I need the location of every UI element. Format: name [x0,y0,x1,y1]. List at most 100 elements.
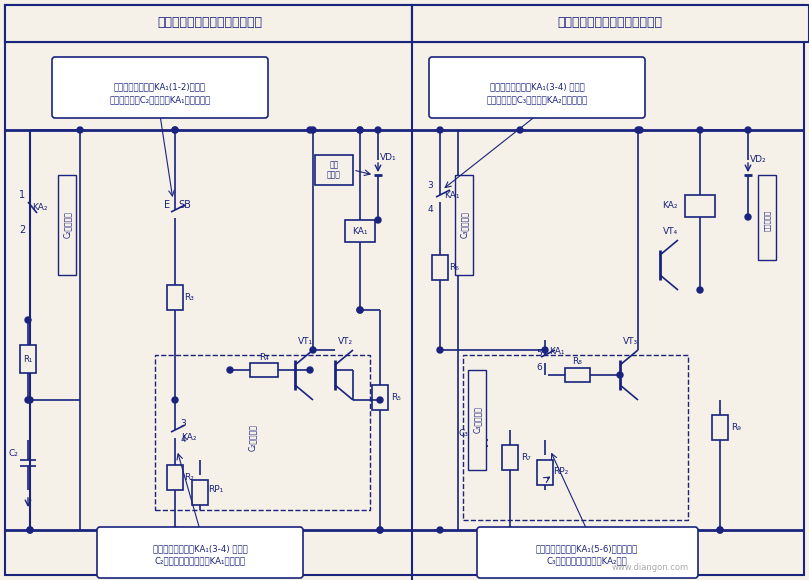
Circle shape [172,397,178,403]
Text: R₄: R₄ [259,353,269,361]
FancyBboxPatch shape [429,57,645,118]
Text: KA₁: KA₁ [444,190,460,200]
Bar [5,5,412,42]
Bar [537,460,553,485]
Text: R₅: R₅ [391,393,401,401]
Bar [155,355,370,510]
Circle shape [437,127,443,133]
Bar [372,385,388,410]
Circle shape [172,527,178,533]
Text: VT₄: VT₄ [663,227,678,237]
Circle shape [357,127,363,133]
Text: 5: 5 [536,349,542,357]
Text: R₂: R₂ [184,473,194,481]
Text: 2: 2 [19,225,25,235]
Text: 3: 3 [427,180,433,190]
Bar [58,175,76,275]
Text: 电动机运行时间控制时间继电器: 电动机运行时间控制时间继电器 [158,16,262,30]
Circle shape [377,397,383,403]
Circle shape [25,397,31,403]
Bar [502,445,518,470]
Circle shape [357,307,363,313]
Bar [412,5,809,42]
Text: R₇: R₇ [521,452,531,462]
Text: R₆: R₆ [449,263,459,271]
Text: R₈: R₈ [572,357,582,367]
Text: 电动机运行期间，KA₁(3-4) 闭合，: 电动机运行期间，KA₁(3-4) 闭合， [153,545,248,553]
Circle shape [27,527,33,533]
Bar [463,355,688,520]
Circle shape [697,287,703,293]
Bar [20,345,36,373]
Circle shape [310,347,316,353]
Text: KA₁: KA₁ [352,227,368,235]
Circle shape [507,527,513,533]
Text: 3: 3 [180,419,186,427]
Circle shape [437,527,443,533]
FancyBboxPatch shape [477,527,698,578]
Text: 电动机停歇期间，KA₁(1-2)闭合，: 电动机停歇期间，KA₁(1-2)闭合， [114,82,206,92]
Circle shape [172,127,178,133]
Circle shape [745,127,751,133]
Bar [565,368,590,382]
Circle shape [375,127,381,133]
Text: RP₁: RP₁ [209,485,223,495]
Bar [345,220,375,242]
Circle shape [27,527,33,533]
FancyBboxPatch shape [97,527,303,578]
Circle shape [377,527,383,533]
Circle shape [377,527,383,533]
Text: KA₁: KA₁ [549,347,565,357]
Text: C₂: C₂ [8,448,18,458]
Text: KA₂: KA₂ [663,201,678,211]
Circle shape [717,527,723,533]
Text: KA₂: KA₂ [32,202,48,212]
Bar [455,175,473,275]
Text: RP₂: RP₂ [553,467,569,477]
Circle shape [172,127,178,133]
Text: R₁: R₁ [23,354,32,364]
Circle shape [77,127,83,133]
Bar [250,363,278,377]
Text: VD₂: VD₂ [750,155,766,165]
Text: C₂通过该触点放电，使KA₁得电吸合: C₂通过该触点放电，使KA₁得电吸合 [155,556,245,566]
Circle shape [27,397,33,403]
Circle shape [637,127,643,133]
Text: 电动机停歇时间控制时间继电器: 电动机停歇时间控制时间继电器 [557,16,663,30]
Circle shape [307,367,313,373]
Text: KA₂: KA₂ [181,433,197,441]
Circle shape [25,317,31,323]
Text: C₃放电电路: C₃放电电路 [472,407,481,433]
Text: VT₁: VT₁ [298,338,312,346]
Text: VT₂: VT₂ [337,338,353,346]
Circle shape [507,527,513,533]
FancyBboxPatch shape [52,57,268,118]
Text: 通过该触点，C₂充电，为KA₁得电作准备: 通过该触点，C₂充电，为KA₁得电作准备 [109,96,210,104]
Text: 1: 1 [19,190,25,200]
Bar [712,415,728,440]
Text: 4: 4 [427,205,433,215]
Text: 6: 6 [536,364,542,372]
Bar [432,255,448,280]
Bar [758,175,776,260]
Circle shape [517,127,523,133]
Text: E: E [164,200,170,210]
Circle shape [172,527,178,533]
Circle shape [310,127,316,133]
Circle shape [357,307,363,313]
Text: www.diangon.com: www.diangon.com [612,564,688,572]
Text: R₉: R₉ [731,422,741,432]
Text: VD₁: VD₁ [379,154,396,162]
Circle shape [375,217,381,223]
Circle shape [617,372,623,378]
Text: 续流二极管: 续流二极管 [764,209,770,231]
Circle shape [635,127,641,133]
Bar [167,285,183,310]
Text: C₃充电电路: C₃充电电路 [460,212,468,238]
Text: C₂初始充电: C₂初始充电 [62,212,71,238]
Text: C₃: C₃ [458,429,468,437]
Circle shape [307,127,313,133]
Circle shape [542,347,548,353]
Text: 4: 4 [180,436,186,444]
Bar [468,370,486,470]
